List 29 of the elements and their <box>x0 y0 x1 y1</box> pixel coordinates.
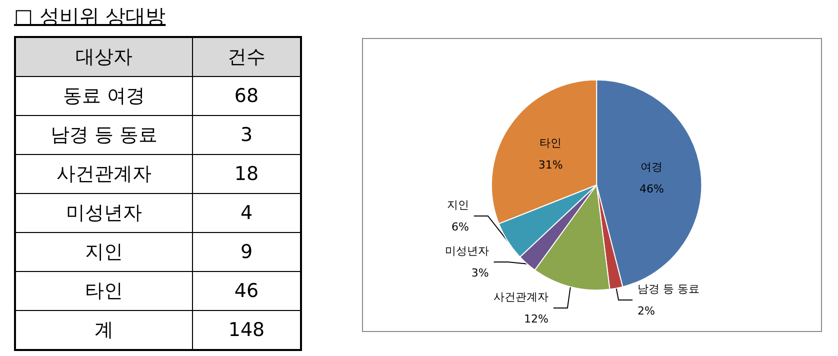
category-label: 타인 <box>15 272 192 310</box>
text: 건수 <box>192 37 301 76</box>
text: 대상자 <box>15 37 192 76</box>
data-label: 2% <box>638 304 655 318</box>
data-label: 12% <box>524 312 548 326</box>
data-label: 46% <box>639 182 664 196</box>
category-label: 미성년자 <box>15 194 192 232</box>
category-label: 동료 여경 <box>15 76 192 116</box>
data-label: 46 <box>192 272 301 310</box>
category-label: 남경 등 동료 <box>15 116 192 154</box>
data-label: 68 <box>192 76 301 116</box>
text: 계 <box>15 310 192 350</box>
slice-label: 남경 등 동료 <box>638 282 700 296</box>
category-label: 지인 <box>15 232 192 272</box>
slice-label: 미성년자 <box>444 244 489 258</box>
data-label: 6% <box>451 220 469 234</box>
slice-label: 여경 <box>640 160 663 174</box>
slice-label: 타인 <box>540 136 562 150</box>
data-label: 9 <box>192 232 301 272</box>
data-label: 3 <box>192 116 301 154</box>
category-label: 사건관계자 <box>15 154 192 194</box>
text: □ 성비위 상대방 <box>14 3 167 30</box>
slice-label: 사건관계자 <box>493 290 548 304</box>
data-label: 4 <box>192 194 301 232</box>
text: 148 <box>192 310 301 350</box>
data-label: 18 <box>192 154 301 194</box>
data-label: 3% <box>471 266 489 280</box>
data-label: 31% <box>538 158 563 172</box>
slice-label: 지인 <box>446 198 469 212</box>
